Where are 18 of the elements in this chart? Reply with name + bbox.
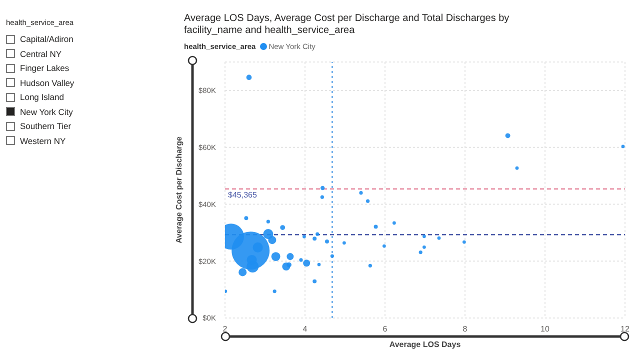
text: Long Island <box>20 92 64 102</box>
text: Hudson Valley <box>20 78 74 88</box>
text: Capital/Adiron <box>20 34 74 44</box>
chart-title: Average LOS Days, Average Cost per Discharge and Total Discharges by facility_name and health_service_area <box>184 13 510 37</box>
text: Finger Lakes <box>20 63 70 74</box>
text: Southern Tier <box>20 121 72 132</box>
x-tick-label: 10 <box>540 324 550 334</box>
x-tick-label: 4 <box>302 324 308 334</box>
y-axis-title: Average Cost per Discharge <box>174 136 184 244</box>
text: Central NY <box>20 48 62 59</box>
x-tick-label: 2 <box>222 324 228 334</box>
x-tick-label: 6 <box>382 324 388 334</box>
x-tick-label: 12 <box>620 324 630 334</box>
ref-line-label: $45,365 <box>228 190 258 200</box>
text: New York City <box>20 106 73 117</box>
text: Western NY <box>20 136 66 146</box>
x-tick-label: 8 <box>462 324 468 334</box>
x-axis-title: Average LOS Days <box>389 340 461 349</box>
